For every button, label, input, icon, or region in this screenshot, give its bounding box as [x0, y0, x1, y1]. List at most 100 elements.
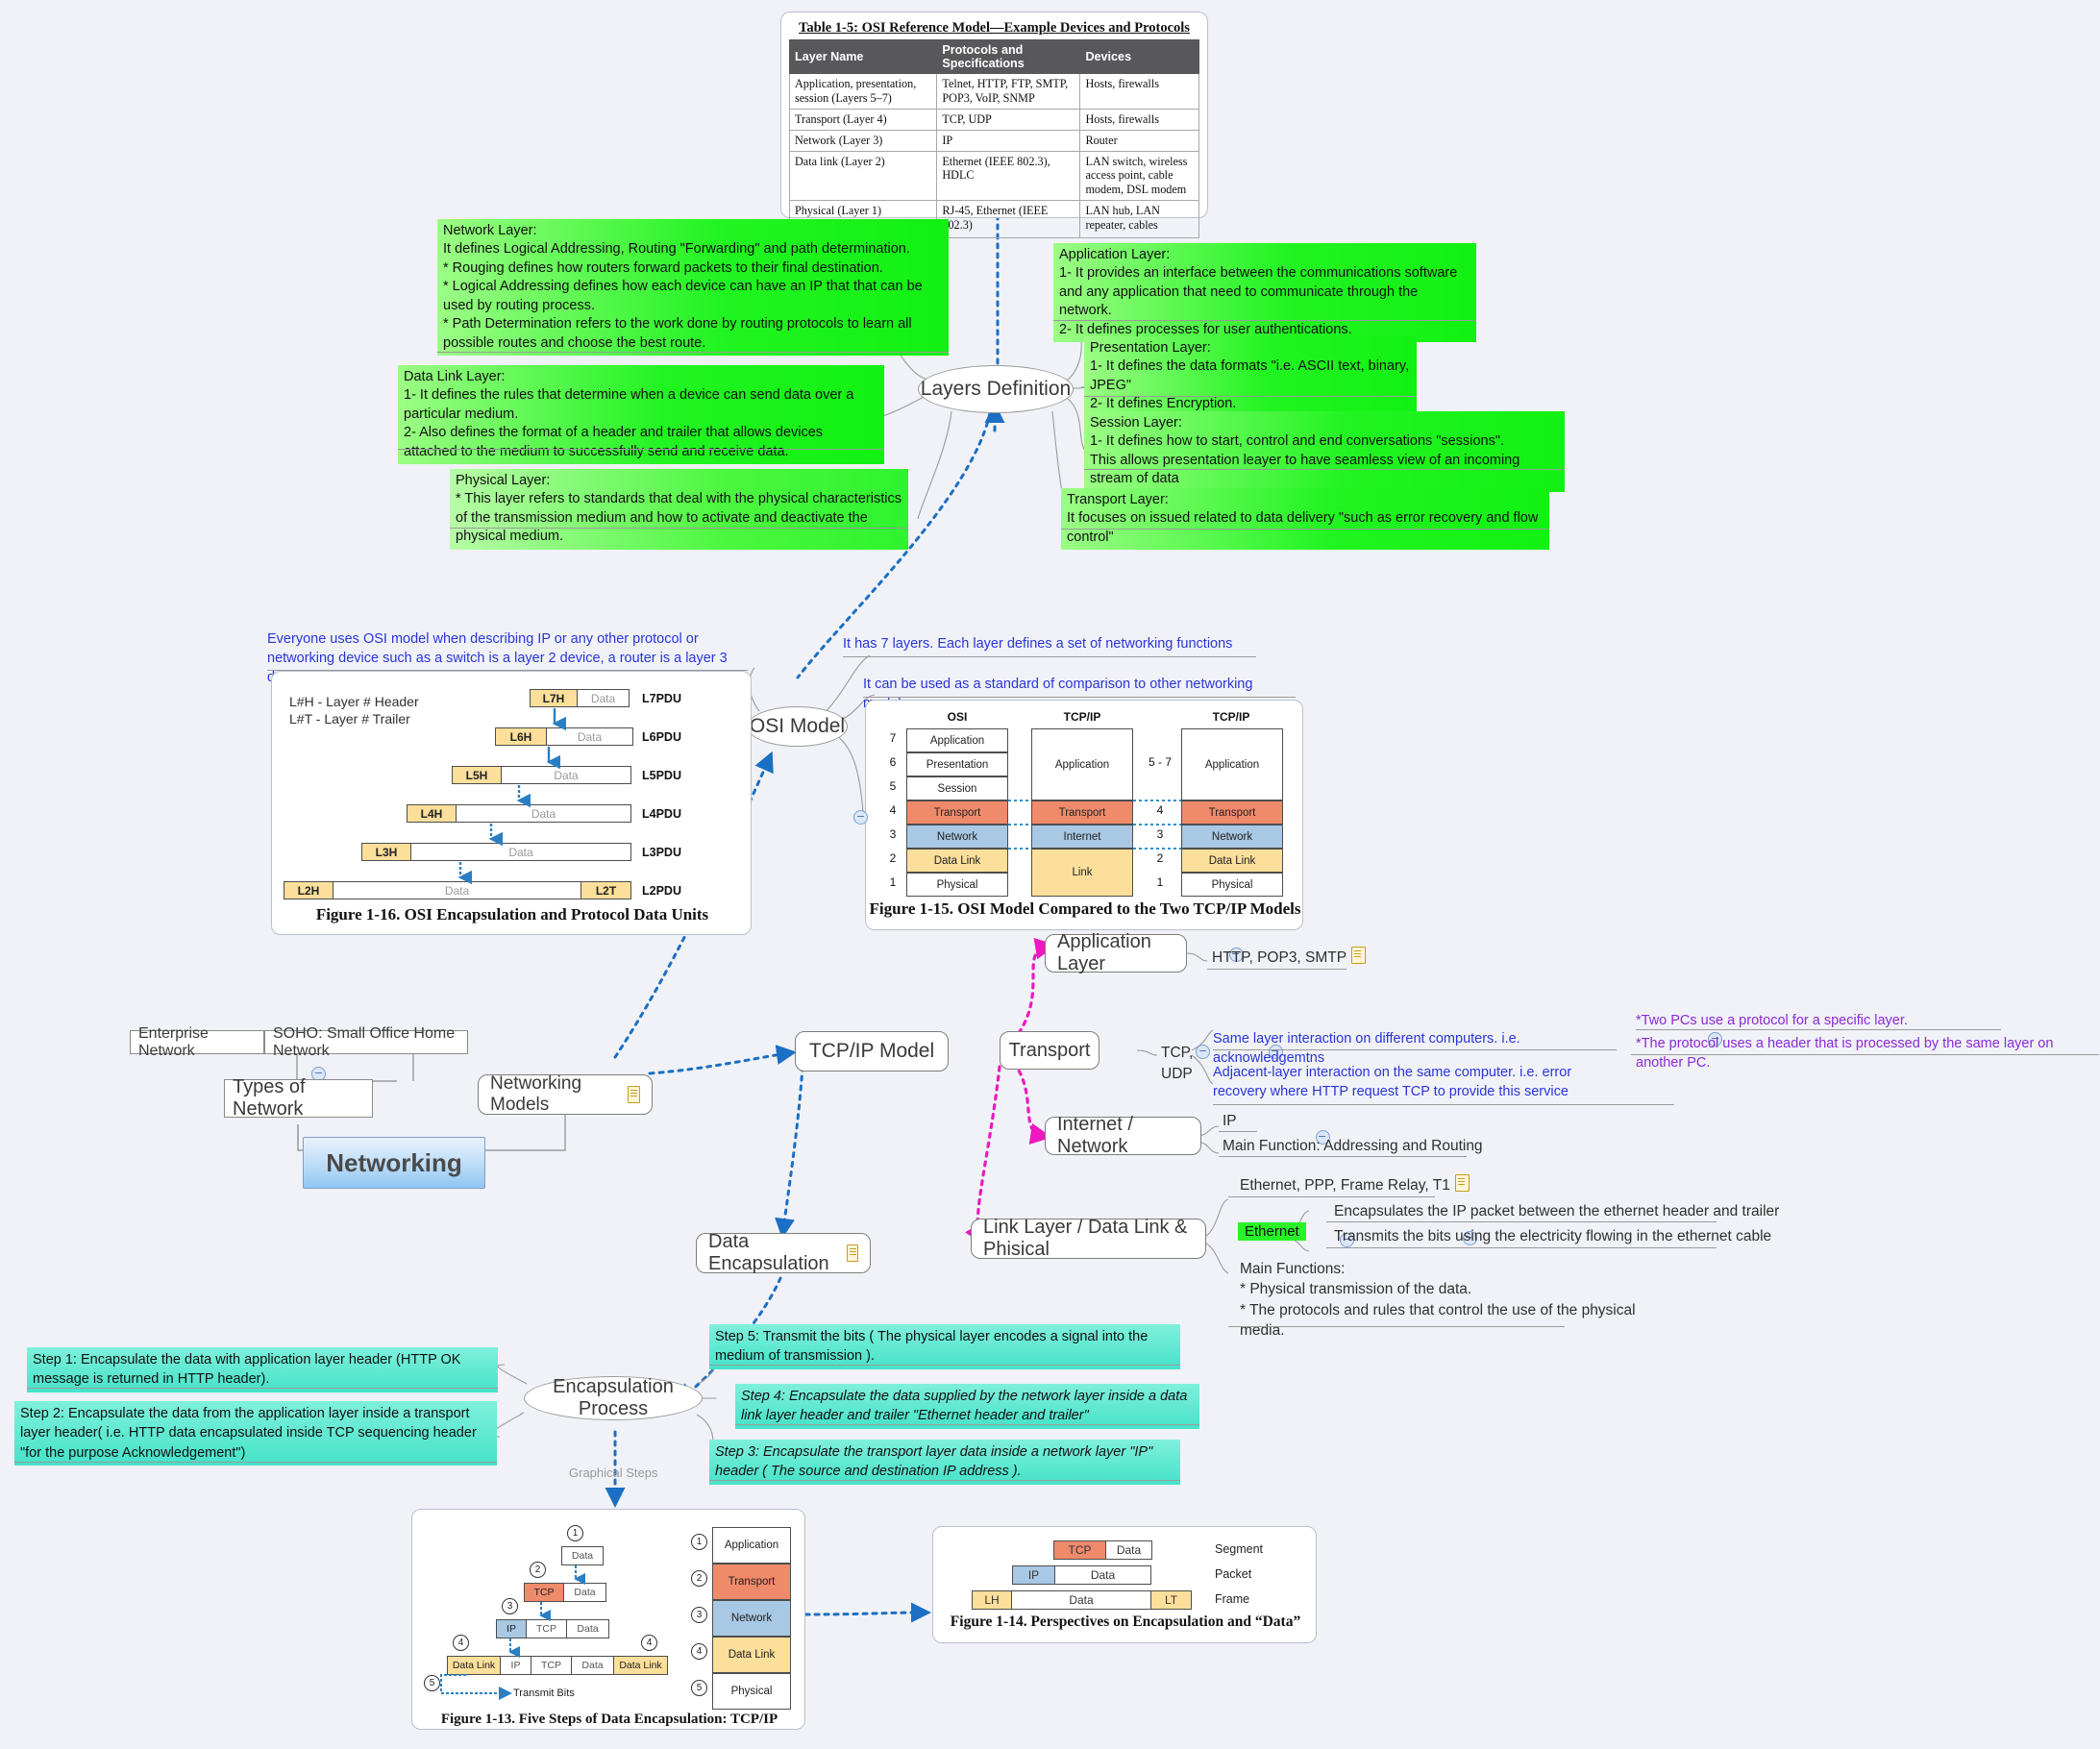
protocols-text: HTTP, POP3, SMTP [1212, 949, 1347, 966]
node-label: OSI Model [749, 715, 846, 737]
fig115-osi-num-4: 4 [889, 803, 897, 817]
pdu-row-l7: L7H Data [530, 689, 630, 707]
node-encapsulation-process[interactable]: Encapsulation Process [524, 1376, 703, 1420]
cell-protocol: RJ-45, Ethernet (IEEE 802.3) [936, 200, 1081, 239]
note-ethernet-transmits: Transmits the bits using the electricity… [1334, 1228, 1772, 1244]
node-label: SOHO: Small Office Home Network [273, 1024, 456, 1059]
fig113-stack-transport: Transport [712, 1564, 791, 1600]
fig115-tcpip-old-link: Link [1031, 849, 1133, 897]
node-networking-models[interactable]: Networking Models [478, 1073, 653, 1115]
node-tcpip-internet-network[interactable]: Internet / Network [1045, 1114, 1201, 1157]
transport-collapse-icon-right[interactable] [1268, 1045, 1283, 1059]
fig116-legend-1: L#H - Layer # Header [289, 694, 419, 709]
node-label: Enterprise Network [138, 1024, 209, 1059]
fig113-caption: Figure 1-13. Five Steps of Data Encapsul… [440, 1712, 778, 1727]
note-protocol-header: *The protocol uses a header that is proc… [1636, 1036, 2054, 1071]
badge-ethernet[interactable]: Ethernet [1238, 1222, 1306, 1241]
fig115-alignment-lines [1008, 800, 1181, 850]
fig113-num-1: 1 [567, 1525, 583, 1541]
node-networking-central[interactable]: Networking [303, 1137, 485, 1189]
fig115-osi-presentation: Presentation [906, 752, 1008, 776]
cell-layer: Network (Layer 3) [788, 129, 938, 152]
fig113-stack-datalink: Data Link [712, 1637, 791, 1673]
transport-collapse-icon-left[interactable] [1196, 1045, 1211, 1059]
fig114-ip: IP [1012, 1565, 1055, 1585]
label-graphical-steps: Graphical Steps [569, 1466, 658, 1480]
fig115-hdr-tcpip-1: TCP/IP [1063, 710, 1101, 724]
node-label: Link Layer / Data Link & Phisical [983, 1217, 1188, 1260]
node-label: Types of Network [233, 1076, 306, 1120]
node-soho-network[interactable]: SOHO: Small Office Home Network [264, 1025, 468, 1059]
node-label: Application Layer [1057, 931, 1151, 974]
note-icon [846, 1244, 858, 1262]
pdu-label-l6: L6PDU [642, 730, 681, 744]
fig115-osi-num-3: 3 [889, 827, 897, 841]
note-application-protocols: HTTP, POP3, SMTP [1212, 947, 1404, 969]
fig115-tcpip-new-datalink: Data Link [1181, 849, 1283, 873]
fig115-new-num-3: 3 [1156, 827, 1164, 841]
fig113-num-3: 3 [502, 1598, 518, 1614]
node-label: Encapsulation Process [553, 1376, 674, 1419]
fig116-caption: Figure 1-16. OSI Encapsulation and Proto… [315, 905, 709, 924]
note-ethernet-transmits-underline [1326, 1247, 1717, 1248]
node-data-encapsulation[interactable]: Data Encapsulation [696, 1231, 871, 1274]
fig114-lh: LH [972, 1590, 1012, 1610]
node-layers-definition[interactable]: Layers Definition [918, 365, 1074, 413]
pdu-row-l5: L5H Data [452, 766, 631, 784]
note-osi-usage-underline [267, 670, 748, 671]
note-transport-same-layer-underline [1213, 1049, 1617, 1050]
node-tcpip-link-layer[interactable]: Link Layer / Data Link & Phisical [971, 1217, 1206, 1260]
node-tcpip-application-layer[interactable]: Application Layer [1045, 931, 1187, 974]
node-osi-model[interactable]: OSI Model [747, 706, 848, 747]
cell-protocol: IP [936, 129, 1081, 152]
fig115-tcpip-new-application: Application [1181, 728, 1283, 801]
fig115-tcpip-old-application: Application [1031, 728, 1133, 801]
fig113-row4-dl-right: Data Link [614, 1656, 668, 1675]
transport-subnotes-collapse-icon[interactable] [1708, 1032, 1723, 1047]
cell-protocol: TCP, UDP [936, 108, 1081, 131]
node-types-of-network[interactable]: Types of Network [224, 1076, 373, 1120]
note-application-protocols-underline [1207, 969, 1346, 970]
note-osi-7layers-underline [843, 656, 1256, 657]
fig116-arrows [457, 708, 566, 885]
note-ethernet-encapsulates-underline [1326, 1221, 1717, 1222]
node-label: Networking [326, 1147, 462, 1177]
internet-network-collapse-icon[interactable] [1315, 1130, 1330, 1145]
note-session-underline [1084, 469, 1565, 470]
fig113-stack-application: Application [712, 1527, 791, 1564]
pdu-data: Data [334, 881, 581, 899]
fig115-osi-num-6: 6 [889, 755, 897, 769]
col-layer-name: Layer Name [788, 39, 938, 74]
col-protocols: Protocols and Specifications [936, 39, 1081, 74]
cell-protocol: Ethernet (IEEE 802.3), HDLC [936, 150, 1081, 202]
fig115-caption: Figure 1-15. OSI Model Compared to the T… [869, 899, 1301, 918]
note-internet-protocol-underline [1219, 1131, 1257, 1132]
fig115-collapse-icon[interactable] [853, 810, 868, 825]
cell-protocol: Telnet, HTTP, FTP, SMTP, POP3, VoIP, SNM… [936, 73, 1081, 110]
node-enterprise-network[interactable]: Enterprise Network [130, 1025, 264, 1059]
pdu-row-l6: L6H Data [495, 727, 633, 746]
link-layer-collapse-icon[interactable] [1340, 1233, 1355, 1247]
note-transport-layer: Transport Layer: It focuses on issued re… [1061, 488, 1549, 551]
fig114-lt: LT [1151, 1590, 1192, 1610]
fig115-tcpip-new-physical: Physical [1181, 873, 1283, 897]
fig113-row4-data: Data [572, 1656, 614, 1675]
ethernet-collapse-icon[interactable] [1462, 1231, 1477, 1245]
table-row: Transport (Layer 4) TCP, UDP Hosts, fire… [788, 108, 1199, 131]
pdu-label-l5: L5PDU [642, 769, 681, 782]
note-transport-adjacent-layer: Adjacent-layer interaction on the same c… [1213, 1065, 1572, 1099]
pdu-header: L7H [530, 689, 578, 707]
note-step-2: Step 2: Encapsulate the data from the ap… [14, 1401, 497, 1466]
note-step-4: Step 4: Encapsulate the data supplied by… [735, 1384, 1199, 1429]
node-tcpip-model[interactable]: TCP/IP Model [795, 1031, 949, 1072]
fig115-tcpip-old-internet: Internet [1031, 825, 1133, 849]
application-layer-collapse-icon[interactable] [1228, 948, 1244, 962]
note-step-5: Step 5: Transmit the bits ( The physical… [709, 1324, 1180, 1369]
note-application-layer: Application Layer: 1- It provides an int… [1053, 243, 1476, 343]
fig115-osi-num-5: 5 [889, 779, 897, 793]
pdu-data: Data [547, 727, 633, 746]
pdu-header: L3H [361, 843, 411, 861]
note-osi-comparison-underline [863, 697, 1296, 698]
note-ethernet-encapsulates: Encapsulates the IP packet between the e… [1334, 1203, 1780, 1219]
node-tcpip-transport[interactable]: Transport [1000, 1031, 1099, 1070]
